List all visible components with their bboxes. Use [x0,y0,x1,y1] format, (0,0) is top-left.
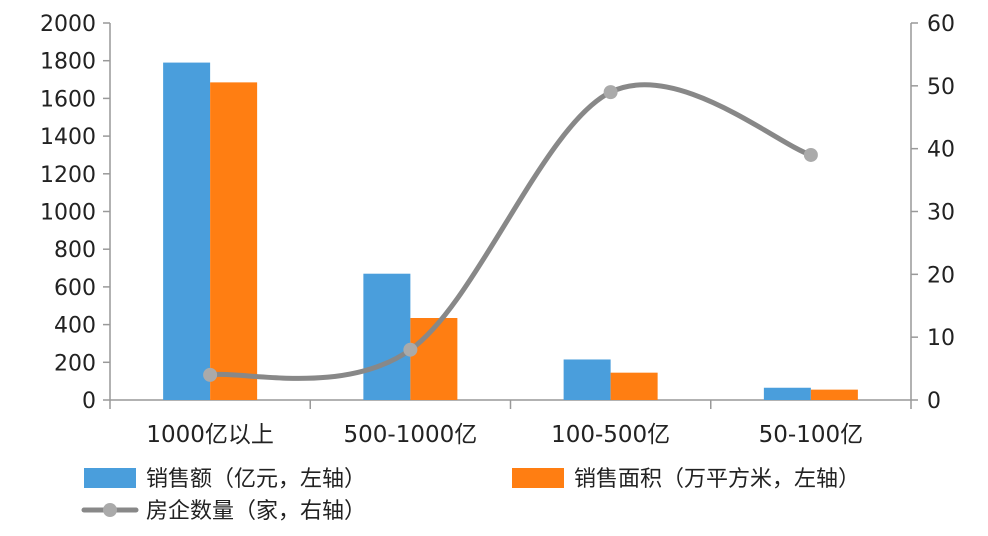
y-left-tick-label: 600 [54,276,96,301]
bar-sales-amount [763,387,811,400]
y-right-tick-label: 20 [927,263,955,288]
line-company-count [207,82,814,381]
y-left-tick-label: 1800 [40,50,96,75]
line-point-company-count [403,342,418,357]
y-right-tick-label: 10 [927,326,955,351]
y-left-tick-label: 1000 [40,201,96,226]
legend-swatch-company-count-marker [103,503,117,517]
y-left-tick-label: 800 [54,238,96,263]
chart-line [203,82,818,382]
bar-sales-amount [363,273,411,400]
line-point-company-count [603,85,618,100]
legend-swatch-sales-area [512,468,564,488]
chart-legend: 销售额（亿元，左轴） 销售面积（万平方米，左轴） 房企数量（家，右轴） [81,467,860,524]
bar-sales-area [810,389,858,400]
x-tick-label: 1000亿以上 [146,422,274,448]
line-point-company-count [803,147,818,162]
y-right-tick-label: 30 [927,201,955,226]
line-point-company-count [203,367,218,382]
y-left-tick-label: 2000 [40,12,96,37]
y-left-tick-label: 200 [54,351,96,376]
y-left-tick-label: 1200 [40,163,96,188]
y-right-tick-label: 40 [927,138,955,163]
bar-sales-area [610,372,658,400]
y-right-tick-label: 0 [927,389,941,414]
bar-sales-amount [563,359,611,400]
chart-axes: 0 200 400 600 800 1000 1200 1400 1600 1800 2000 0 10… [40,12,955,448]
x-tick-label: 500-1000亿 [344,422,478,448]
legend-label: 销售额（亿元，左轴） [146,467,366,492]
bar-sales-amount [163,62,211,401]
legend-swatch-sales-amount [84,468,136,488]
legend-label: 销售面积（万平方米，左轴） [574,467,860,492]
y-right-tick-label: 60 [927,12,955,37]
chart-bars [163,62,858,401]
y-left-tick-label: 0 [82,389,96,414]
y-left-tick-label: 1400 [40,125,96,150]
y-left-tick-label: 1600 [40,87,96,112]
x-tick-label: 100-500亿 [551,422,670,448]
bar-sales-area [210,82,258,400]
y-left-tick-label: 400 [54,314,96,339]
legend-label: 房企数量（家，右轴） [146,499,366,524]
x-tick-label: 50-100亿 [759,422,863,448]
y-right-tick-label: 50 [927,75,955,100]
